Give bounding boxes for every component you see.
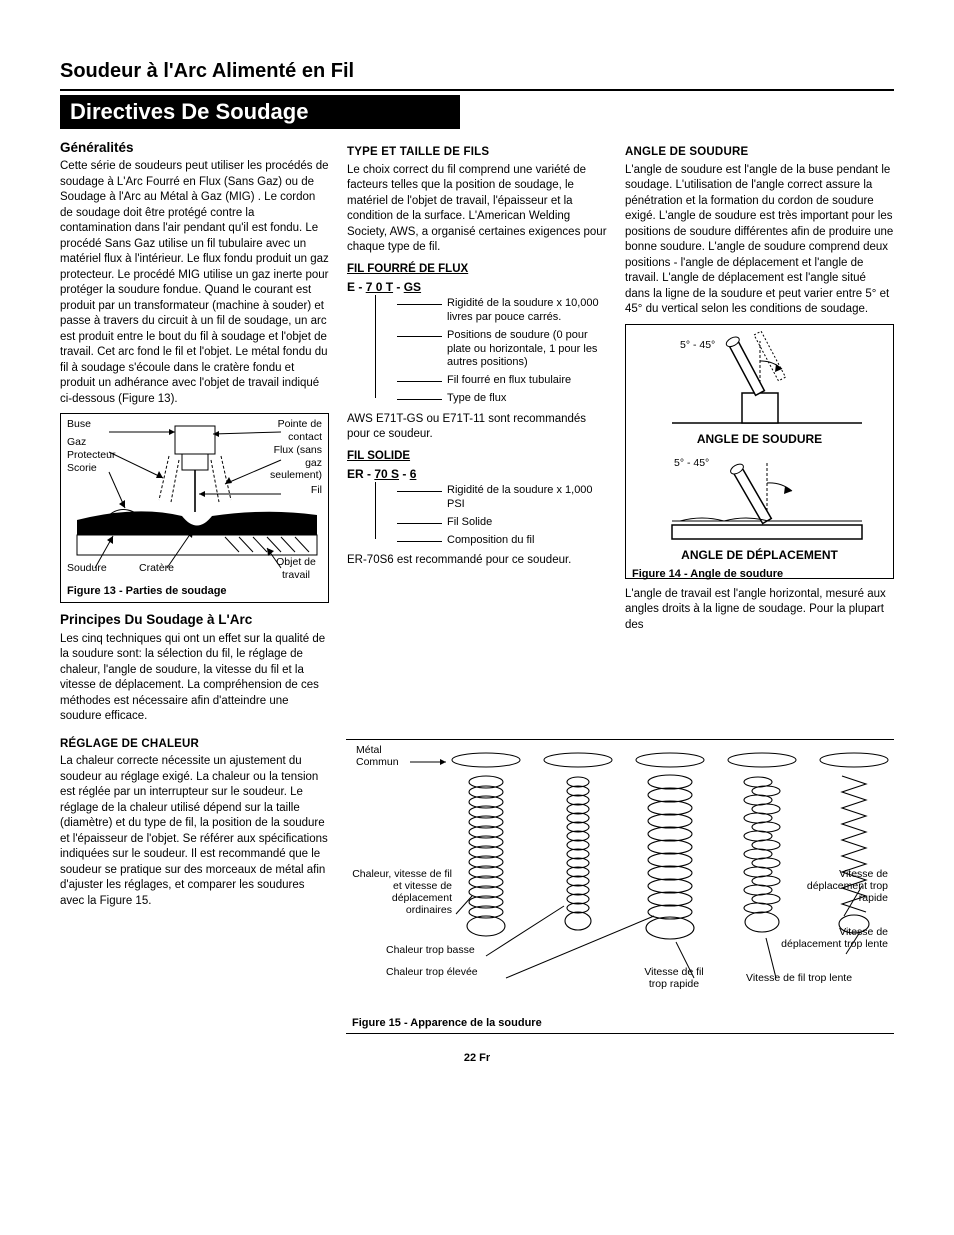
column-3: ANGLE DE SOUDURE L'angle de soudure est …	[625, 139, 894, 731]
tree-item: Fil Solide	[397, 516, 607, 530]
code-solide-a: ER	[347, 467, 364, 481]
figure-14: 5° - 45° ANGLE DE SOUDURE 5° -	[625, 324, 894, 579]
tree-item: Rigidité de la soudure x 10,000 livres p…	[397, 297, 607, 325]
document-title: Soudeur à l'Arc Alimenté en Fil	[60, 60, 894, 83]
fig15-label-metal: Métal Commun	[356, 744, 416, 768]
heading-generalites: Généralités	[60, 139, 329, 157]
paragraph-generalites: Cette série de soudeurs peut utiliser le…	[60, 159, 329, 407]
code-sep: -	[399, 467, 410, 481]
column-1: Généralités Cette série de soudeurs peut…	[60, 139, 329, 731]
heading-fil-solide: FIL SOLIDE	[347, 449, 607, 465]
code-flux: E - 7 0 T - GS	[347, 279, 607, 295]
figure-14-top-svg	[632, 331, 887, 431]
paragraph-principes: Les cinq techniques qui ont un effet sur…	[60, 632, 329, 725]
tree-item: Positions de soudure (0 pour plate ou ho…	[397, 329, 607, 370]
paragraph-aws: AWS E71T-GS ou E71T-11 sont recommandés …	[347, 412, 607, 443]
fig13-label-pointe: Pointe de contact	[262, 418, 322, 442]
figure-15-container: Métal Commun Chaleur, vitesse de fil et …	[346, 731, 894, 1034]
fig13-label-gaz: Gaz Protecteur	[67, 436, 119, 460]
column-2: TYPE ET TAILLE DE FILS Le choix correct …	[347, 139, 607, 731]
code-flux-c: GS	[404, 280, 421, 294]
heading-reglage: RÉGLAGE DE CHALEUR	[60, 737, 328, 753]
page: Soudeur à l'Arc Alimenté en Fil Directiv…	[0, 0, 954, 1235]
fig13-label-scorie: Scorie	[67, 462, 97, 474]
fig15-label-dep-lente: Vitesse de déplacement trop lente	[778, 926, 888, 950]
paragraph-type-fils: Le choix correct du fil comprend une var…	[347, 163, 607, 256]
figure-15: Métal Commun Chaleur, vitesse de fil et …	[346, 739, 894, 1034]
tree-item: Type de flux	[397, 392, 607, 406]
code-solide: ER - 70 S - 6	[347, 466, 607, 482]
fig15-label-chaleur-basse: Chaleur trop basse	[386, 944, 475, 956]
fig13-label-objet: Objet de travail	[270, 556, 322, 580]
bottom-left-text: RÉGLAGE DE CHALEUR La chaleur correcte n…	[60, 731, 328, 916]
tree-flux: Rigidité de la soudure x 10,000 livres p…	[375, 297, 607, 405]
fig13-label-fil: Fil	[311, 484, 322, 496]
paragraph-angle-travail: L'angle de travail est l'angle horizonta…	[625, 587, 894, 634]
heading-principes: Principes Du Soudage à L'Arc	[60, 611, 329, 629]
fig15-label-fil-lente: Vitesse de fil trop lente	[746, 972, 852, 984]
fig13-label-flux: Flux (sans gaz seulement)	[258, 444, 322, 480]
figure-13: Buse Gaz Protecteur Scorie Pointe de con…	[60, 413, 329, 603]
page-number: 22 Fr	[60, 1052, 894, 1064]
code-solide-c: 6	[410, 467, 417, 481]
figure-15-caption: Figure 15 - Apparence de la soudure	[352, 1017, 542, 1029]
figure-13-caption: Figure 13 - Parties de soudage	[67, 584, 227, 599]
code-sep: -	[364, 467, 375, 481]
three-column-layout: Généralités Cette série de soudeurs peut…	[60, 139, 894, 731]
figure-14-bottom-svg	[632, 447, 887, 547]
code-sep: -	[393, 280, 404, 294]
code-flux-b: 7 0 T	[366, 280, 393, 294]
paragraph-er: ER-70S6 est recommandé pour ce soudeur.	[347, 553, 607, 569]
paragraph-reglage: La chaleur correcte nécessite un ajustem…	[60, 754, 328, 909]
code-flux-a: E	[347, 280, 355, 294]
heading-type-fils: TYPE ET TAILLE DE FILS	[347, 145, 607, 161]
fig14-title-bottom: ANGLE DE DÉPLACEMENT	[632, 547, 887, 563]
fig14-range-bottom: 5° - 45°	[674, 457, 709, 469]
fig15-label-fil-rapide: Vitesse de fil trop rapide	[634, 966, 714, 990]
tree-solide: Rigidité de la soudure x 1,000 PSI Fil S…	[375, 484, 607, 547]
figure-14-caption: Figure 14 - Angle de soudure	[632, 567, 887, 582]
title-rule	[60, 89, 894, 91]
tree-item: Composition du fil	[397, 534, 607, 548]
code-solide-b: 70 S	[374, 467, 399, 481]
section-banner: Directives De Soudage	[60, 95, 460, 129]
fig13-label-buse: Buse	[67, 418, 91, 430]
fig15-label-chaleur-elevee: Chaleur trop élevée	[386, 966, 478, 978]
fig13-label-soudure: Soudure	[67, 562, 107, 574]
heading-angle-soudure: ANGLE DE SOUDURE	[625, 145, 894, 161]
code-sep: -	[355, 280, 366, 294]
fig15-label-ordinaires: Chaleur, vitesse de fil et vitesse de dé…	[352, 868, 452, 916]
fig14-range-top: 5° - 45°	[680, 339, 715, 351]
fig13-label-cratere: Cratère	[139, 562, 174, 574]
tree-item: Fil fourré en flux tubulaire	[397, 374, 607, 388]
heading-fil-flux: FIL FOURRÉ DE FLUX	[347, 262, 607, 278]
tree-item: Rigidité de la soudure x 1,000 PSI	[397, 484, 607, 512]
fig15-label-dep-rapide: Vitesse de déplacement trop rapide	[804, 868, 888, 904]
paragraph-angle: L'angle de soudure est l'angle de la bus…	[625, 163, 894, 318]
bottom-row: RÉGLAGE DE CHALEUR La chaleur correcte n…	[60, 731, 894, 1034]
fig14-title-top: ANGLE DE SOUDURE	[632, 431, 887, 447]
